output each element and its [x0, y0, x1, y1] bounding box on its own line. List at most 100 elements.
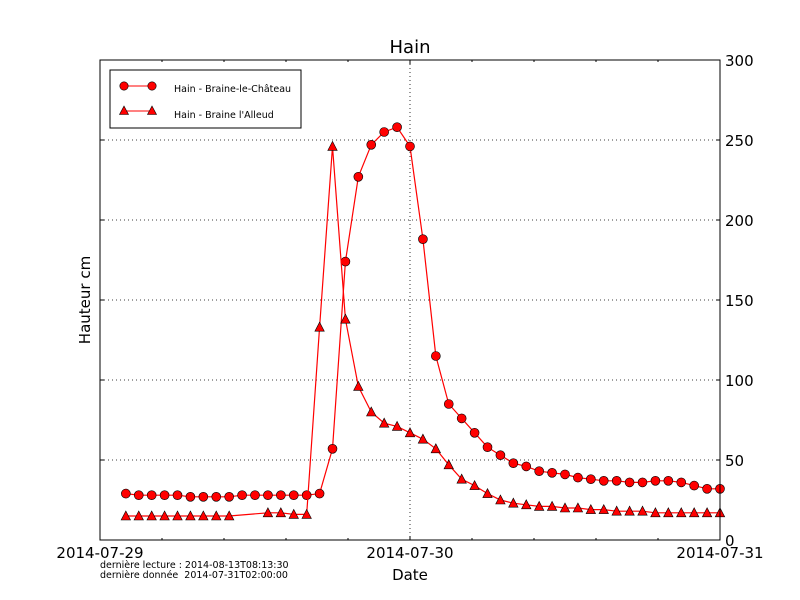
- series: [120, 122, 726, 521]
- data-point-circle: [379, 127, 389, 137]
- data-point-triangle: [275, 507, 287, 518]
- y-tick-label: 200: [725, 212, 754, 230]
- data-point-triangle: [262, 507, 274, 518]
- data-point-triangle: [701, 507, 713, 518]
- data-point-triangle: [172, 510, 183, 521]
- data-point-circle: [560, 469, 570, 480]
- data-point-circle: [314, 488, 325, 499]
- data-point-triangle: [301, 508, 312, 519]
- data-point-circle: [327, 443, 338, 454]
- data-point-triangle: [223, 510, 235, 521]
- last-read-note: dernière lecture : 2014-08-13T08:13:30: [100, 560, 289, 571]
- data-point-triangle: [133, 510, 144, 521]
- data-point-circle: [185, 491, 196, 502]
- data-point-circle: [146, 490, 157, 501]
- ticks: 0 50 100 150 200 250 300 2014-07-29 2014-07-30 20…: [56, 52, 763, 562]
- legend-label-braine-le-chateau: Hain - Braine-le-Château: [174, 84, 291, 95]
- data-point-triangle: [327, 140, 338, 151]
- data-point-circle: [250, 490, 260, 501]
- data-point-circle: [521, 461, 532, 472]
- data-point-circle: [443, 399, 454, 409]
- data-point-circle: [456, 413, 467, 424]
- data-point-circle: [133, 490, 144, 501]
- data-point-circle: [340, 256, 351, 267]
- data-point-triangle: [585, 503, 597, 514]
- data-point-circle: [172, 490, 183, 501]
- data-point-circle: [366, 140, 377, 150]
- data-point-triangle: [508, 497, 519, 508]
- data-point-triangle: [521, 499, 532, 510]
- data-point-circle: [224, 491, 234, 502]
- y-tick-label: 250: [725, 132, 754, 150]
- data-point-circle: [598, 475, 609, 486]
- data-point-triangle: [391, 420, 403, 431]
- data-point-triangle: [146, 510, 157, 521]
- legend-label-braine-l-alleud: Hain - Braine l'Alleud: [174, 110, 274, 121]
- last-data-note: dernière donnée 2014-07-31T02:00:00: [100, 570, 288, 581]
- data-point-circle: [547, 467, 557, 478]
- data-point-triangle: [469, 479, 480, 490]
- data-point-circle: [288, 490, 299, 501]
- data-point-triangle: [417, 433, 429, 444]
- legend-marker-circle: [147, 81, 157, 91]
- y-tick-label: 50: [725, 452, 744, 470]
- data-point-circle: [211, 491, 222, 502]
- data-point-triangle: [676, 507, 687, 518]
- data-point-triangle: [198, 510, 209, 521]
- data-point-triangle: [314, 321, 325, 332]
- data-point-circle: [676, 477, 687, 488]
- data-point-circle: [392, 122, 402, 132]
- series-line-triangle: [125, 146, 720, 517]
- y-tick-label: 300: [725, 52, 754, 70]
- data-point-triangle: [663, 507, 674, 518]
- x-tick-label: 2014-07-31: [676, 544, 763, 562]
- data-point-triangle: [650, 507, 661, 518]
- data-point-triangle: [288, 508, 299, 519]
- data-point-circle: [624, 477, 635, 488]
- legend-marker-circle: [119, 81, 129, 91]
- data-point-circle: [663, 475, 674, 486]
- legend-marker-triangle: [147, 105, 157, 115]
- data-point-circle: [482, 442, 493, 453]
- data-point-circle: [159, 490, 170, 501]
- data-point-circle: [637, 477, 648, 488]
- legend: Hain - Braine-le-Château Hain - Braine l…: [109, 69, 302, 129]
- data-point-triangle: [211, 510, 222, 521]
- x-tick-label: 2014-07-30: [366, 544, 453, 562]
- data-point-triangle: [572, 502, 584, 513]
- data-point-circle: [586, 474, 596, 485]
- data-point-circle: [418, 234, 428, 244]
- grid: [100, 60, 720, 540]
- data-point-triangle: [366, 406, 377, 417]
- data-point-triangle: [559, 502, 571, 513]
- data-point-circle: [263, 490, 273, 501]
- data-point-triangle: [495, 494, 506, 505]
- data-point-triangle: [611, 505, 622, 516]
- data-point-circle: [650, 475, 661, 486]
- y-tick-label: 150: [725, 292, 754, 310]
- data-point-triangle: [637, 505, 648, 516]
- data-point-circle: [431, 351, 441, 361]
- data-point-triangle: [688, 507, 700, 518]
- data-point-circle: [198, 491, 209, 502]
- data-point-circle: [689, 480, 699, 491]
- y-axis-label: Hauteur cm: [76, 256, 94, 344]
- data-point-triangle: [404, 427, 416, 438]
- data-point-triangle: [378, 417, 390, 428]
- data-point-triangle: [443, 459, 454, 470]
- x-axis-label: Date: [392, 566, 428, 584]
- data-point-circle: [469, 427, 480, 438]
- data-point-triangle: [624, 505, 635, 516]
- data-point-triangle: [546, 500, 558, 511]
- data-point-circle: [508, 458, 519, 469]
- y-tick-label: 0: [725, 532, 735, 550]
- data-point-triangle: [185, 510, 196, 521]
- data-point-circle: [121, 488, 131, 499]
- y-tick-label: 100: [725, 372, 754, 390]
- data-point-triangle: [340, 313, 351, 324]
- data-point-circle: [702, 483, 712, 494]
- data-point-triangle: [598, 503, 609, 514]
- data-point-triangle: [353, 380, 364, 391]
- data-point-circle: [611, 475, 622, 486]
